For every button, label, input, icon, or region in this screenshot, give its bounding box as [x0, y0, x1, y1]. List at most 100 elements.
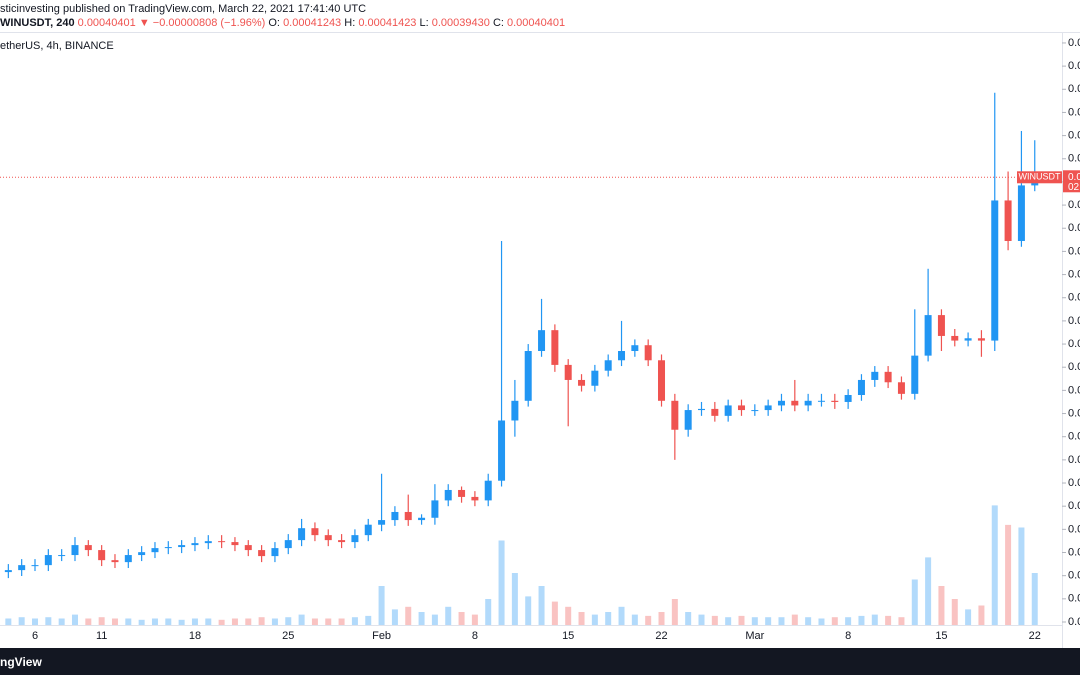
- y-tick-label: 0.0: [1068, 292, 1080, 304]
- x-tick-label: 15: [562, 630, 574, 642]
- volume-bar: [498, 540, 505, 625]
- volume-bar: [98, 617, 105, 625]
- x-tick-label: 18: [189, 630, 201, 642]
- volume-bar: [218, 619, 225, 625]
- x-tick-label: 8: [845, 630, 851, 642]
- volume-bar: [378, 586, 385, 625]
- y-tick-label: 0.0: [1068, 130, 1080, 142]
- volume-bar: [191, 618, 198, 625]
- volume-bar: [658, 612, 665, 625]
- volume-bar: [978, 605, 985, 625]
- y-tick-label: 0.0: [1068, 500, 1080, 512]
- y-tick-label: 0.0: [1068, 37, 1080, 49]
- candle-body: [977, 338, 985, 341]
- price-change: ▼ −0.00000808 (−1.96%): [138, 17, 266, 29]
- volume-bar: [71, 614, 78, 625]
- y-tick-label: 0.0: [1068, 454, 1080, 466]
- volume-bar: [871, 614, 878, 625]
- candle-body: [71, 545, 79, 556]
- chart: etherUS, 4h, BINANCE 0.00.00.00.00.00.00…: [0, 33, 1080, 648]
- candle-body: [911, 355, 919, 394]
- candle-body: [18, 565, 26, 571]
- candle-body: [418, 517, 426, 521]
- candle-body: [84, 545, 92, 551]
- y-tick-label: 0.0: [1068, 245, 1080, 257]
- last-price-label: 02: [1068, 182, 1080, 193]
- volume-bar: [1005, 524, 1012, 625]
- x-tick-label: 6: [32, 630, 38, 642]
- candle-body: [844, 395, 852, 402]
- volume-bar: [271, 618, 278, 625]
- volume-bar: [925, 557, 932, 625]
- ohlc-value: 0.00041243: [283, 17, 342, 29]
- candle-body: [857, 379, 865, 396]
- volume-bar: [818, 618, 825, 625]
- candle-body: [618, 351, 626, 361]
- volume-bar: [298, 614, 305, 625]
- candle-body: [204, 541, 212, 544]
- candle-body: [298, 528, 306, 541]
- volume-bar: [938, 586, 945, 625]
- candle-body: [164, 547, 172, 549]
- volume-bar: [471, 614, 478, 625]
- y-tick-label: 0.0: [1068, 268, 1080, 280]
- candle-body: [111, 560, 119, 563]
- candle-body: [897, 382, 905, 394]
- volume-bar: [685, 612, 692, 625]
- y-tick-label: 0.0: [1068, 431, 1080, 443]
- y-tick-label: 0.0: [1068, 60, 1080, 72]
- candle-body: [724, 405, 732, 416]
- candle-body: [964, 338, 972, 341]
- last-price-axis-tag: [1063, 170, 1080, 193]
- candle-body: [591, 370, 599, 386]
- candle-body: [937, 315, 945, 336]
- x-tick-label: 15: [935, 630, 947, 642]
- volume-bar: [18, 617, 25, 625]
- candle-body: [484, 480, 492, 501]
- candle-body: [604, 360, 612, 371]
- y-tick-label: 0.0: [1068, 384, 1080, 396]
- volume-bar: [991, 505, 998, 625]
- candle-body: [4, 570, 12, 573]
- volume-bar: [951, 599, 958, 625]
- candle-body: [698, 408, 705, 411]
- candle-body: [564, 364, 572, 380]
- volume-bar: [338, 618, 345, 625]
- candle-body: [58, 555, 66, 557]
- volume-bar: [125, 618, 132, 625]
- volume-bar: [751, 617, 758, 625]
- volume-bar: [311, 618, 318, 625]
- ohlc: O: 0.00041243 H: 0.00041423 L: 0.0003943…: [268, 17, 565, 29]
- candle-body: [244, 545, 252, 551]
- candle-body: [404, 511, 412, 521]
- candle-body: [218, 541, 226, 543]
- volume-bar: [565, 606, 572, 625]
- x-tick-label: 25: [282, 630, 294, 642]
- candle-body: [871, 371, 879, 380]
- y-tick-label: 0.0: [1068, 153, 1080, 165]
- volume-bar: [778, 617, 785, 625]
- header: sticinvesting published on TradingView.c…: [0, 0, 1080, 33]
- volume-bar: [538, 586, 545, 625]
- volume-bar: [445, 606, 452, 625]
- candle-body: [764, 405, 772, 411]
- last-price-name: WINUSDT: [1019, 172, 1061, 182]
- candle-body: [791, 400, 799, 406]
- volume-bar: [32, 618, 38, 625]
- candle-body: [124, 555, 132, 563]
- volume-bar: [431, 614, 438, 625]
- volume-bar: [245, 618, 252, 625]
- volume-bar: [1031, 573, 1038, 625]
- volume-bar: [858, 615, 865, 625]
- candle-body: [711, 408, 719, 416]
- candle-body: [804, 400, 812, 406]
- candle-body: [498, 420, 506, 481]
- volume-bar: [325, 618, 332, 625]
- y-tick-label: 0.0: [1068, 593, 1080, 605]
- volume-bar: [725, 617, 732, 625]
- candle-body: [431, 500, 439, 518]
- volume-bar: [151, 618, 158, 625]
- volume-bar: [511, 573, 518, 625]
- y-tick-label: 0.0: [1068, 199, 1080, 211]
